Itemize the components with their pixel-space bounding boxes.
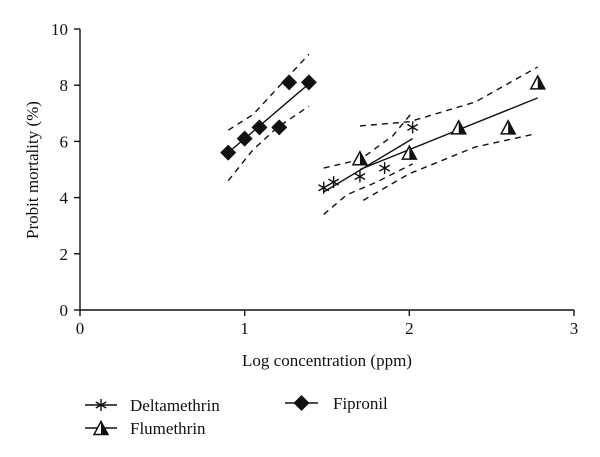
fipronil-ci-upper-band [227, 53, 310, 131]
x-tick-label-1: 1 [240, 319, 249, 338]
deltamethrin-point-0-stroke [318, 184, 330, 192]
fipronil-point-4-shape [281, 74, 298, 91]
y-tick-label-4: 8 [60, 76, 69, 95]
data-points [220, 74, 547, 194]
legend-flumethrin-symbol-fill [101, 421, 108, 435]
y-tick-label-1: 2 [60, 245, 69, 264]
legend-deltamethrin-symbol [95, 399, 107, 411]
legend-fipronil-symbol [293, 395, 310, 411]
x-tick-label-3: 3 [570, 319, 579, 338]
flumethrin-point-1 [401, 144, 418, 160]
fipronil-point-4 [281, 74, 298, 91]
tick-labels: 0 1 2 3 0 2 4 6 8 10 [51, 20, 578, 338]
y-axis-title: Probit mortality (%) [23, 101, 42, 239]
deltamethrin-point-1 [328, 176, 340, 189]
legend-fipronil-symbol-shape [293, 395, 310, 411]
fipronil-point-1-shape [236, 130, 253, 147]
legend-item-deltamethrin: Deltamethrin [85, 396, 220, 415]
flumethrin-point-0-fill [359, 151, 367, 165]
legend-flumethrin-symbol [92, 419, 110, 436]
deltamethrin-point-3 [379, 162, 391, 175]
deltamethrin-point-4-stroke [407, 123, 419, 131]
fipronil-regression-line [227, 83, 310, 154]
flumethrin-point-0 [351, 150, 369, 166]
flumethrin-point-4 [529, 74, 547, 90]
x-tick-label-2: 2 [405, 319, 414, 338]
flumethrin-point-3 [499, 119, 517, 135]
flumethrin-point-2-fill [458, 120, 466, 134]
flumethrin-point-4-fill [537, 75, 545, 89]
legend-marker-fipronil [293, 395, 310, 411]
regression-lines [227, 83, 539, 193]
x-tick-label-0: 0 [76, 319, 85, 338]
x-axis-title: Log concentration (ppm) [242, 351, 412, 370]
flumethrin-ci-lower-band [362, 133, 533, 202]
deltamethrin-point-4 [407, 121, 419, 134]
legend-deltamethrin-symbol-stroke [95, 401, 107, 409]
fipronil-point-3 [271, 119, 288, 136]
fipronil-point-2 [251, 119, 268, 136]
legend-label-flumethrin: Flumethrin [130, 419, 206, 438]
fipronil-point-5-shape [300, 74, 317, 91]
flumethrin-point-1-fill [409, 146, 417, 160]
legend-label-deltamethrin: Deltamethrin [130, 396, 220, 415]
fipronil-point-3-shape [271, 119, 288, 136]
fipronil-point-1 [236, 130, 253, 147]
flumethrin-ci-upper-band [359, 66, 539, 127]
deltamethrin-point-0 [318, 181, 330, 194]
legend: Deltamethrin Flumethrin Fipronil [85, 394, 388, 438]
deltamethrin-ci-lower-band [323, 163, 413, 215]
deltamethrin-point-3-stroke [379, 164, 391, 172]
deltamethrin-ci-upper-band [323, 111, 414, 169]
axes [74, 28, 575, 316]
legend-marker-flumethrin [92, 419, 110, 436]
y-tick-label-5: 10 [51, 20, 68, 39]
y-tick-label-3: 6 [60, 132, 69, 151]
confidence-bands [227, 53, 539, 215]
flumethrin-point-3-fill [508, 120, 516, 134]
fipronil-point-2-shape [251, 119, 268, 136]
legend-item-fipronil: Fipronil [285, 394, 388, 413]
deltamethrin-point-2 [354, 170, 366, 183]
legend-label-fipronil: Fipronil [333, 394, 388, 413]
y-tick-label-2: 4 [60, 189, 69, 208]
flumethrin-point-2 [450, 119, 467, 135]
deltamethrin-point-1-stroke [328, 178, 340, 186]
deltamethrin-point-2-stroke [354, 172, 366, 181]
y-tick-label-0: 0 [60, 301, 69, 320]
deltamethrin-regression-line [323, 137, 413, 193]
legend-marker-deltamethrin [95, 399, 107, 411]
fipronil-ci-lower-band [227, 105, 310, 182]
fipronil-point-0-shape [220, 144, 237, 161]
legend-item-flumethrin: Flumethrin [85, 419, 206, 438]
fipronil-point-5 [300, 74, 317, 91]
flumethrin-regression-line [359, 97, 539, 171]
fipronil-point-0 [220, 144, 237, 161]
